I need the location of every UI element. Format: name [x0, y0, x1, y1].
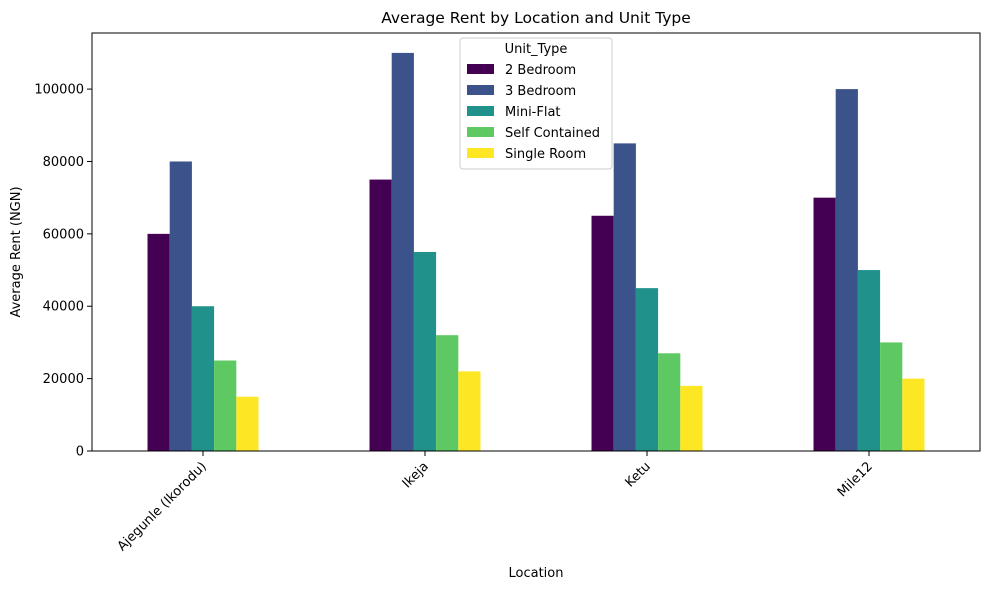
legend-swatch: [467, 106, 494, 116]
x-tick-label: Ketu: [623, 459, 654, 490]
legend-label: Mini-Flat: [505, 105, 561, 120]
bar: [236, 396, 259, 451]
plot-area: 0 20000 40000 60000 80000 100000 Ajegunle (Iko…: [34, 32, 981, 554]
bar: [413, 251, 437, 451]
bar: [613, 143, 636, 451]
series-1: [169, 52, 858, 452]
series-3: [214, 335, 903, 451]
x-tick-label: Ajegunle (Ikorodu): [115, 459, 210, 554]
y-tick-label: 60000: [43, 227, 84, 242]
legend-swatch: [467, 148, 494, 158]
bar: [369, 179, 392, 451]
bar: [813, 197, 836, 451]
bar: [880, 342, 903, 451]
bar: [680, 385, 703, 451]
bar: [635, 288, 659, 451]
chart-title: Average Rent by Location and Unit Type: [381, 9, 691, 27]
legend-label: 2 Bedroom: [505, 63, 576, 78]
bar: [591, 215, 614, 451]
y-tick-label: 80000: [43, 155, 84, 170]
legend-title: Unit_Type: [505, 42, 568, 57]
legend-swatch: [467, 127, 494, 137]
bar: [857, 270, 881, 451]
bar: [169, 161, 192, 452]
y-tick-label: 100000: [34, 83, 84, 98]
legend-swatch: [467, 85, 494, 95]
x-tick-label: Ikeja: [400, 459, 432, 491]
series-0: [147, 179, 836, 451]
series-4: [236, 371, 925, 451]
bar: [191, 306, 215, 451]
bar: [902, 378, 925, 451]
bar: [214, 360, 237, 451]
bar: [658, 353, 681, 451]
legend-swatch: [467, 64, 494, 74]
series-2: [191, 251, 881, 451]
legend-label: 3 Bedroom: [505, 84, 576, 99]
x-tick-label: Mile12: [835, 459, 876, 500]
y-tick-label: 40000: [43, 300, 84, 315]
y-axis-label: Average Rent (NGN): [9, 186, 24, 317]
legend-label: Self Contained: [505, 126, 600, 141]
legend-frame: [459, 37, 613, 170]
y-tick-label: 20000: [43, 372, 84, 387]
legend: Unit_Type 2 Bedroom 3 Bedroom Mini-Flat Sel…: [459, 37, 613, 170]
bar: [391, 52, 414, 452]
plot-frame: [91, 32, 981, 452]
bar: [147, 233, 170, 451]
legend-label: Single Room: [505, 147, 586, 162]
bar: [436, 335, 459, 451]
bar: [458, 371, 481, 451]
x-axis-label: Location: [509, 566, 564, 581]
bar: [835, 89, 858, 451]
y-tick-label: 0: [76, 445, 84, 460]
